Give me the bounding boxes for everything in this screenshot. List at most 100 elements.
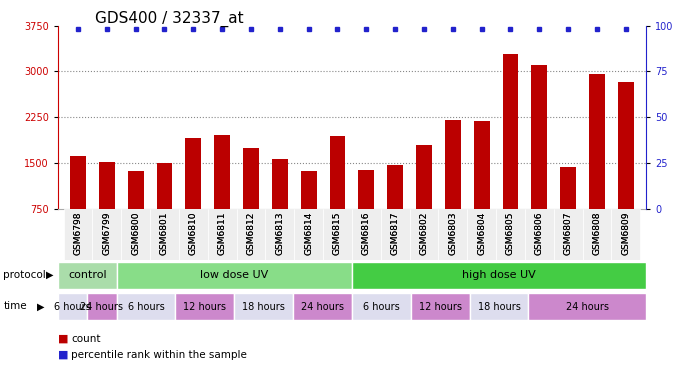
Bar <box>237 209 265 260</box>
Bar <box>560 167 576 254</box>
Bar <box>207 209 237 260</box>
Text: GSM6812: GSM6812 <box>246 211 256 255</box>
Bar <box>470 293 528 320</box>
Text: 12 hours: 12 hours <box>184 302 226 311</box>
Text: 6 hours: 6 hours <box>363 302 400 311</box>
Bar <box>409 209 439 260</box>
Text: GSM6811: GSM6811 <box>218 211 226 255</box>
Text: GSM6803: GSM6803 <box>448 211 458 255</box>
Bar <box>467 209 496 260</box>
Bar <box>179 209 207 260</box>
Text: 6 hours: 6 hours <box>54 302 91 311</box>
Bar <box>150 209 179 260</box>
Text: GSM6802: GSM6802 <box>420 211 428 255</box>
Bar <box>531 65 547 254</box>
Bar <box>416 145 432 254</box>
Text: GSM6806: GSM6806 <box>534 211 544 255</box>
Text: GSM6808: GSM6808 <box>592 211 602 255</box>
Bar <box>87 293 117 320</box>
Text: 18 hours: 18 hours <box>242 302 285 311</box>
Bar <box>294 209 323 260</box>
Text: 18 hours: 18 hours <box>477 302 520 311</box>
Text: GSM6804: GSM6804 <box>477 211 486 255</box>
Bar <box>525 209 554 260</box>
Bar <box>58 293 87 320</box>
Text: 24 hours: 24 hours <box>80 302 123 311</box>
Text: GSM6810: GSM6810 <box>189 211 198 255</box>
Bar <box>235 293 293 320</box>
Bar <box>63 209 92 260</box>
Text: control: control <box>68 270 107 280</box>
Bar <box>272 159 288 254</box>
Text: GSM6817: GSM6817 <box>390 211 400 255</box>
Text: GSM6809: GSM6809 <box>622 211 630 255</box>
Text: high dose UV: high dose UV <box>462 270 536 280</box>
Text: GSM6815: GSM6815 <box>333 211 342 255</box>
Text: GSM6809: GSM6809 <box>622 211 630 255</box>
Text: 24 hours: 24 hours <box>566 302 609 311</box>
Text: ▶: ▶ <box>46 270 53 280</box>
Text: GSM6811: GSM6811 <box>218 211 226 255</box>
Text: ■: ■ <box>58 350 68 360</box>
Bar <box>411 293 470 320</box>
Text: percentile rank within the sample: percentile rank within the sample <box>71 350 248 360</box>
Bar <box>265 209 294 260</box>
Bar <box>554 209 583 260</box>
Text: low dose UV: low dose UV <box>200 270 269 280</box>
Bar <box>589 74 605 254</box>
Text: 12 hours: 12 hours <box>419 302 462 311</box>
Bar <box>445 120 461 254</box>
Bar <box>503 54 518 254</box>
Bar <box>92 209 121 260</box>
Bar <box>99 162 115 254</box>
Bar <box>358 169 374 254</box>
Bar <box>439 209 467 260</box>
Text: GSM6800: GSM6800 <box>131 211 140 255</box>
Text: GSM6807: GSM6807 <box>564 211 573 255</box>
Bar <box>243 147 259 254</box>
Text: GSM6800: GSM6800 <box>131 211 140 255</box>
Text: GSM6798: GSM6798 <box>73 211 82 255</box>
Bar <box>156 163 173 254</box>
Text: GSM6805: GSM6805 <box>506 211 515 255</box>
Bar <box>175 293 235 320</box>
Text: 24 hours: 24 hours <box>301 302 344 311</box>
Bar <box>186 138 201 254</box>
Bar <box>611 209 641 260</box>
Bar <box>58 262 117 289</box>
Text: GSM6799: GSM6799 <box>102 211 112 255</box>
Text: GSM6806: GSM6806 <box>534 211 544 255</box>
Text: GSM6814: GSM6814 <box>304 211 313 255</box>
Bar <box>352 209 381 260</box>
Bar <box>618 82 634 254</box>
Text: GDS400 / 32337_at: GDS400 / 32337_at <box>95 11 244 27</box>
Bar <box>301 171 317 254</box>
Bar <box>117 293 175 320</box>
Text: GSM6812: GSM6812 <box>246 211 256 255</box>
Bar <box>117 262 352 289</box>
Bar <box>583 209 611 260</box>
Bar <box>330 136 345 254</box>
Text: GSM6814: GSM6814 <box>304 211 313 255</box>
Text: GSM6798: GSM6798 <box>73 211 82 255</box>
Text: GSM6808: GSM6808 <box>592 211 602 255</box>
Text: ■: ■ <box>58 333 68 344</box>
Text: GSM6805: GSM6805 <box>506 211 515 255</box>
Text: GSM6815: GSM6815 <box>333 211 342 255</box>
Text: protocol: protocol <box>3 270 46 280</box>
Bar <box>528 293 646 320</box>
Text: GSM6803: GSM6803 <box>448 211 458 255</box>
Bar <box>387 165 403 254</box>
Bar <box>352 293 411 320</box>
Bar <box>352 262 646 289</box>
Bar <box>323 209 352 260</box>
Text: GSM6817: GSM6817 <box>390 211 400 255</box>
Bar <box>121 209 150 260</box>
Text: GSM6802: GSM6802 <box>420 211 428 255</box>
Bar <box>293 293 352 320</box>
Bar <box>70 156 86 254</box>
Text: count: count <box>71 333 101 344</box>
Text: 6 hours: 6 hours <box>128 302 165 311</box>
Bar <box>128 171 143 254</box>
Text: GSM6804: GSM6804 <box>477 211 486 255</box>
